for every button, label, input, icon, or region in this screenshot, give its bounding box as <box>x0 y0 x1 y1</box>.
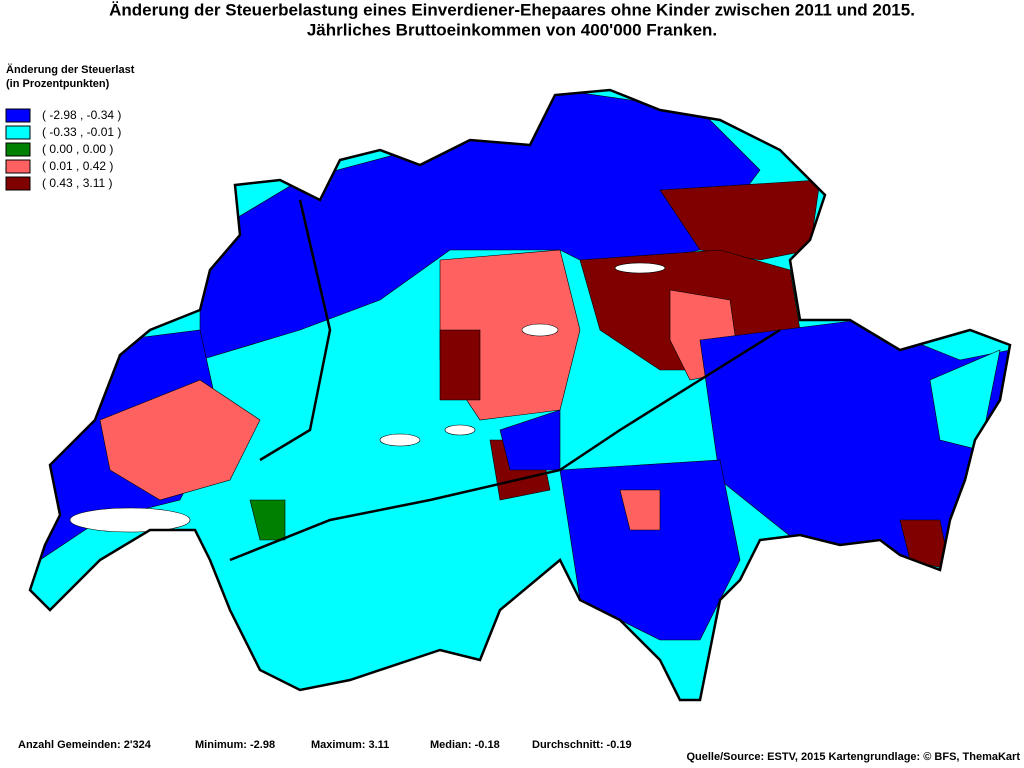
border <box>28 88 1012 702</box>
legend-swatch <box>5 159 31 174</box>
legend-label: ( 0.00 , 0.00 ) <box>42 142 113 156</box>
title: Jährliches Bruttoeinkommen von 400'000 F… <box>307 20 717 39</box>
legend-swatch <box>5 108 31 123</box>
source: Quelle/Source: ESTV, 2015 Kartengrundlag… <box>686 751 1020 763</box>
legend-label: ( 0.01 , 0.42 ) <box>42 159 113 173</box>
footer: Anzahl Gemeinden: 2'324 Minimum: -2.98 Max… <box>18 739 632 751</box>
footer-stat: Median: -0.18 <box>430 739 500 751</box>
legend-title: Änderung der Steuerlast <box>6 63 135 76</box>
title: Änderung der Steuerbelastung eines Einve… <box>109 0 915 19</box>
legend: ( -2.98 , -0.34 ) ( -0.33 , -0.01 ) ( 0.00… <box>5 108 121 191</box>
footer-stat: Durchschnitt: -0.19 <box>532 739 632 751</box>
legend-label: ( -0.33 , -0.01 ) <box>42 125 121 139</box>
footer-stat: Minimum: -2.98 <box>195 739 275 751</box>
footer-stat: Maximum: 3.11 <box>311 739 389 751</box>
legend-swatch <box>5 176 31 191</box>
legend-label: ( 0.43 , 3.11 ) <box>42 176 112 190</box>
footer-stat: Anzahl Gemeinden: 2'324 <box>18 739 152 751</box>
legend-swatch <box>5 142 31 157</box>
legend-swatch <box>5 125 31 140</box>
legend-title: (in Prozentpunkten) <box>6 78 110 90</box>
legend-label: ( -2.98 , -0.34 ) <box>42 108 121 122</box>
